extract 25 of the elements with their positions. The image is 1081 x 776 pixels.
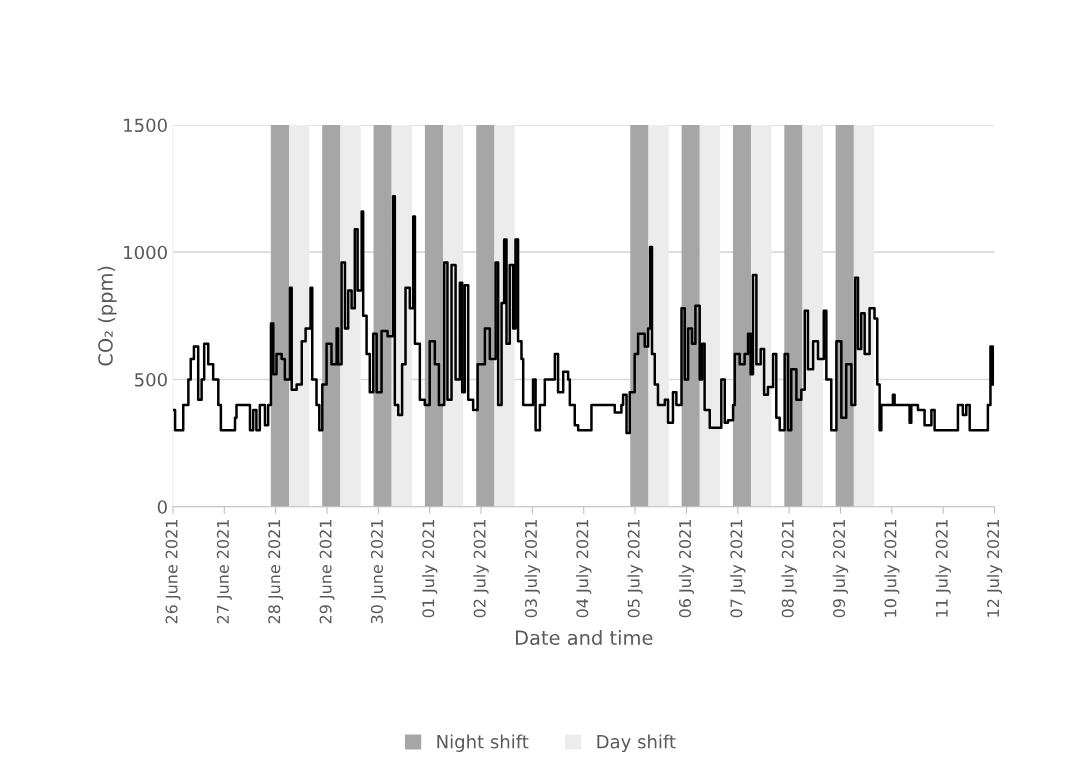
y-tick-label: 1500 <box>124 118 167 133</box>
x-tick-label: 01 July 2021 <box>421 520 438 618</box>
x-tick-label: 09 July 2021 <box>832 520 849 618</box>
legend-label: Day shift <box>597 734 676 752</box>
x-tick-label: 11 July 2021 <box>935 520 951 617</box>
x-tick-label: 08 July 2021 <box>781 520 797 618</box>
x-tick-label: 03 July 2021 <box>524 520 541 618</box>
x-axis-title: Date and time <box>515 630 653 646</box>
legend-label: Night shift <box>437 734 529 752</box>
y-axis-title: CO₂ (ppm) <box>97 266 117 366</box>
x-tick-label: 26 June 2021 <box>165 520 181 624</box>
x-tick-label: 28 June 2021 <box>268 520 284 624</box>
x-tick-label: 05 July 2021 <box>627 520 643 618</box>
x-tick-label: 06 July 2021 <box>678 520 695 618</box>
x-tick-label: 12 July 2021 <box>986 520 1003 617</box>
y-tick-label: 1000 <box>124 245 167 260</box>
y-tick-label: 0 <box>157 500 167 514</box>
x-tick-label: 27 June 2021 <box>216 520 232 624</box>
x-tick-label: 30 June 2021 <box>370 520 386 624</box>
x-tick-label: 07 July 2021 <box>730 520 746 618</box>
x-tick-label: 04 July 2021 <box>576 520 592 618</box>
y-tick-label: 500 <box>135 372 167 387</box>
x-tick-label: 10 July 2021 <box>884 520 900 617</box>
x-tick-label: 02 July 2021 <box>473 520 489 618</box>
x-tick-label: 29 June 2021 <box>319 520 335 624</box>
